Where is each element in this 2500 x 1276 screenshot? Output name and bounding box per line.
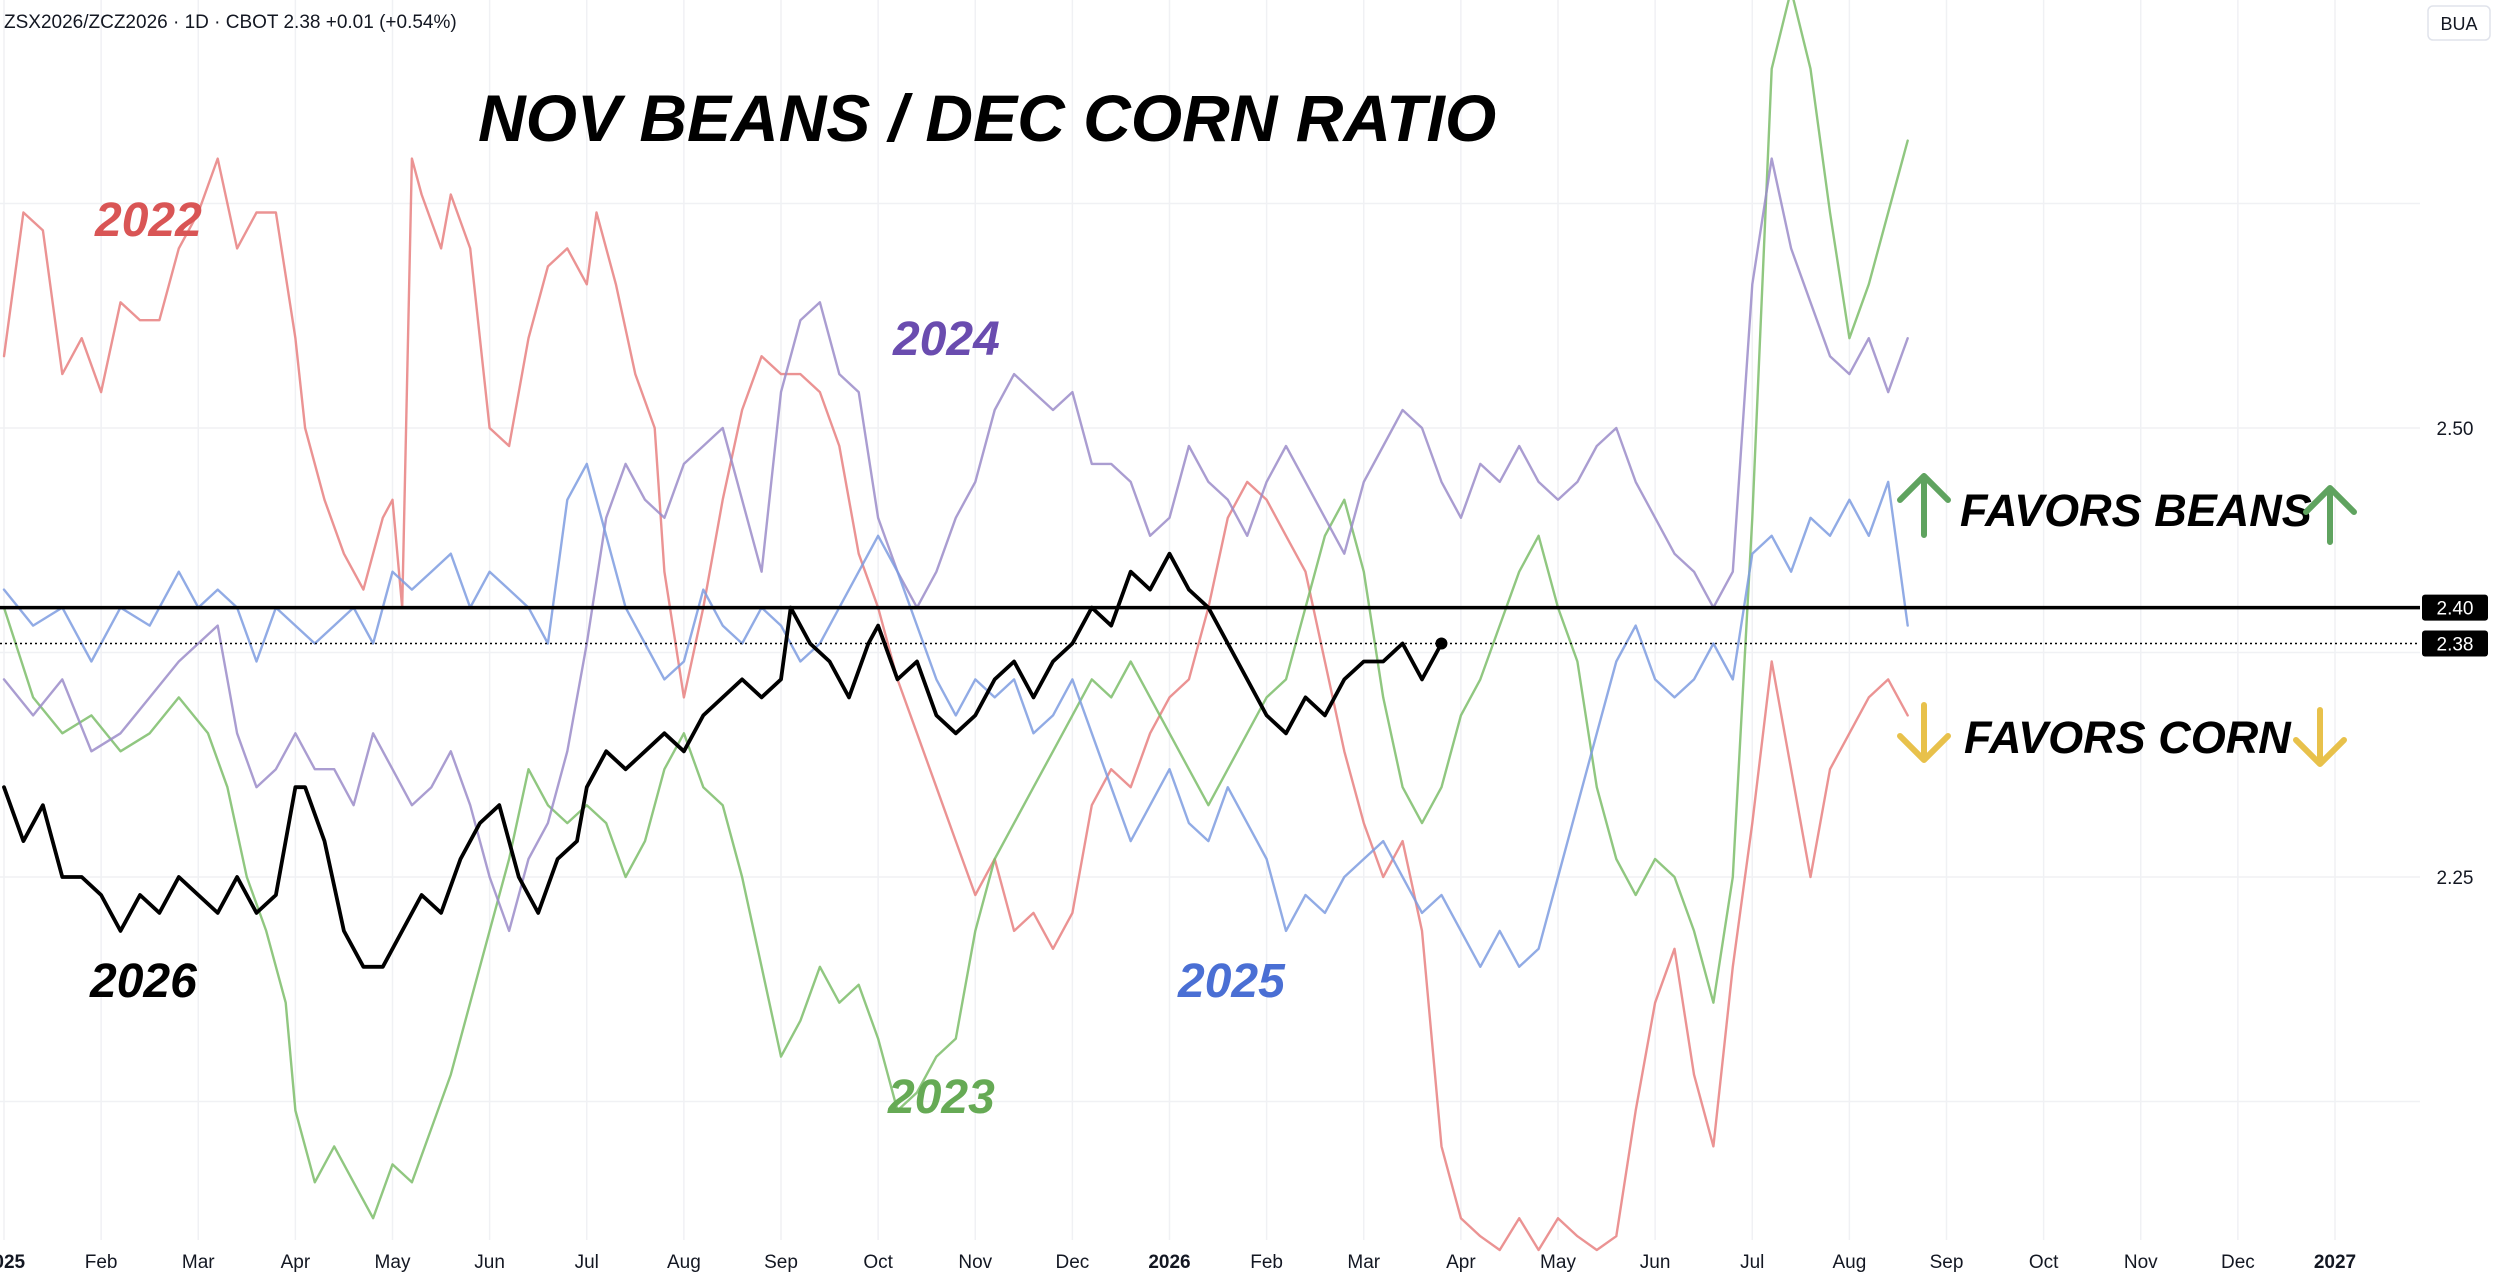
x-tick-label: Apr [1446, 1252, 1476, 1273]
series-line-2022 [2, 157, 1909, 1252]
x-tick-label: 2026 [1148, 1252, 1190, 1273]
x-tick-label: Jun [1640, 1252, 1671, 1273]
series-line-2024 [2, 157, 1909, 933]
x-tick-label: Feb [85, 1252, 118, 1273]
symbol-header: ZSX2026/ZCZ2026 · 1D · CBOT 2.38 +0.01 (… [4, 12, 457, 33]
price-label-2.38: 2.38 [2437, 635, 2474, 656]
x-tick-label: Oct [863, 1252, 893, 1273]
x-tick-label: Jun [474, 1252, 505, 1273]
price-lines: 2.40 2.38 [0, 594, 2488, 657]
year-label-2024: 2024 [892, 313, 1000, 366]
down-arrow-icon [1897, 702, 1951, 763]
x-tick-label: Feb [1250, 1252, 1283, 1273]
x-tick-label: May [375, 1252, 411, 1273]
y-tick-label: 2.25 [2437, 868, 2474, 889]
series-line-2026 [2, 551, 1444, 969]
badge-box[interactable] [2427, 5, 2491, 41]
x-tick-label: May [1540, 1252, 1576, 1273]
series-line-2025 [2, 462, 1909, 968]
x-tick-label: Nov [958, 1252, 992, 1273]
favors-beans-label: FAVORS BEANS [1960, 485, 2312, 536]
x-tick-label: Mar [1347, 1252, 1380, 1273]
x-tick-label: Mar [182, 1252, 215, 1273]
year-label-2022: 2022 [94, 194, 202, 247]
x-tick-label: Sep [1930, 1252, 1964, 1273]
up-arrow-icon [1897, 473, 1951, 538]
series-line-2023 [2, 0, 1909, 1220]
x-tick-label: Oct [2029, 1252, 2059, 1273]
x-tick-label: Jul [575, 1252, 599, 1273]
series-layer [2, 0, 1909, 1252]
grid [0, 0, 2420, 1240]
x-tick-label: Nov [2124, 1252, 2158, 1273]
x-tick-label: Apr [281, 1252, 311, 1273]
year-label-2025: 2025 [1177, 955, 1286, 1008]
up-arrow-icon [2303, 485, 2357, 545]
x-tick-label: 2027 [2314, 1252, 2356, 1273]
price-label-2.40: 2.40 [2437, 599, 2474, 620]
price-label-box [2422, 630, 2488, 657]
x-tick-label: Jul [1740, 1252, 1764, 1273]
down-arrow-icon [2293, 707, 2347, 767]
y-tick-label: 2.50 [2437, 419, 2474, 440]
x-tick-label: Sep [764, 1252, 798, 1273]
price-label-box [2422, 594, 2488, 621]
badge-label: BUA [2440, 14, 2477, 34]
x-tick-label: Aug [1832, 1252, 1866, 1273]
chart-title: NOV BEANS / DEC CORN RATIO [478, 81, 1496, 155]
x-tick-label: Dec [2221, 1252, 2255, 1273]
favors-corn-label: FAVORS CORN [1964, 712, 2292, 763]
x-tick-label: Aug [667, 1252, 701, 1273]
year-label-2026: 2026 [89, 955, 197, 1008]
x-tick-label: 2025 [0, 1252, 26, 1273]
x-tick-label: Dec [1055, 1252, 1089, 1273]
y-axis[interactable]: 2.25 2.50 [2437, 419, 2474, 889]
year-label-2023: 2023 [887, 1071, 995, 1124]
x-axis[interactable]: 2025 Feb Mar Apr May Jun Jul Aug Sep Oct Nov Dec 202… [0, 1252, 2356, 1273]
